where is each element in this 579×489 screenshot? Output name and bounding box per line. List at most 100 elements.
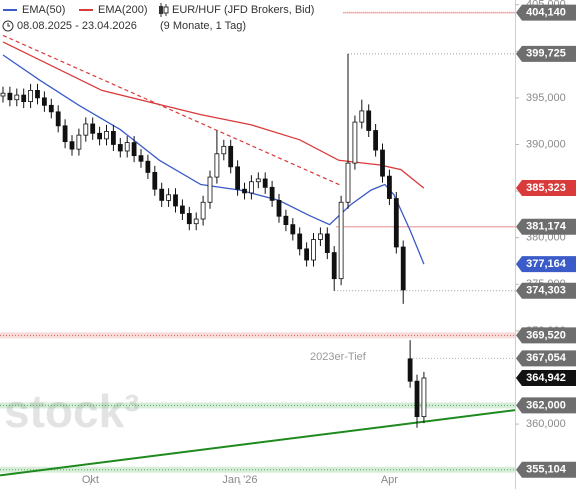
candle-body [138, 155, 144, 162]
candle-body [35, 90, 40, 99]
price-label: 374,303 [526, 285, 566, 297]
candle-body [421, 377, 427, 418]
candle-body [366, 110, 372, 131]
price-label: 377,164 [526, 258, 567, 270]
legend: EMA(50) EMA(200) EUR/HUF (JFD Brokers, B… [0, 0, 332, 35]
candle-body [41, 97, 47, 106]
candle-body [331, 252, 337, 280]
candle-body [221, 145, 227, 155]
price-label-box [516, 256, 576, 273]
candle-body [393, 198, 399, 248]
price-label: 385,323 [526, 182, 566, 194]
candle-body [152, 172, 158, 190]
trendline [2, 34, 342, 187]
price-label-box [516, 397, 576, 414]
candle-body [48, 104, 54, 113]
candle-body [380, 149, 385, 177]
level-band [0, 466, 515, 473]
watermark: stock³ [4, 385, 139, 437]
candle-body [62, 125, 68, 143]
price-label-box [516, 370, 576, 387]
candle-body [166, 194, 171, 201]
candle-body [124, 142, 130, 152]
candle-body [104, 131, 109, 140]
candle-body [159, 188, 165, 201]
candle-body [324, 233, 330, 253]
period: 08.08.2025 - 23.04.2026 [17, 20, 137, 32]
candle-body [290, 224, 296, 235]
candle-body [352, 121, 358, 164]
candle-body [131, 142, 137, 157]
candle-body [180, 205, 185, 214]
candle-body [269, 186, 275, 201]
level-band [0, 402, 515, 409]
icon [2, 20, 14, 32]
level-band [0, 332, 515, 339]
annotation: 2023er-Tief [310, 351, 367, 363]
range: (9 Monate, 1 Tag) [160, 20, 246, 32]
price-label: 399,725 [526, 48, 566, 60]
candle-body [276, 199, 282, 217]
candle-body [117, 144, 123, 152]
candle-body [207, 176, 213, 203]
legend-title: EUR/HUF (JFD Brokers, Bid) [172, 4, 314, 16]
price-label-box [516, 282, 576, 299]
icon [7, 23, 10, 27]
price-label-box [516, 180, 576, 197]
candle-body [186, 213, 192, 225]
legend-label: EMA(200) [98, 4, 148, 16]
candle-body [0, 92, 6, 97]
price-label-box [516, 327, 576, 344]
candle-body [145, 160, 151, 173]
candle-body [76, 134, 82, 150]
candle-body [110, 131, 116, 145]
candle-body [193, 218, 199, 225]
candle-body [338, 201, 344, 280]
candle-body [359, 110, 365, 123]
x-tick-label: Okt [82, 474, 99, 486]
candle-body [97, 132, 102, 140]
price-label: 355,104 [526, 464, 567, 476]
plot [0, 34, 516, 477]
price-label: 364,942 [526, 372, 566, 384]
candle-icon [159, 3, 169, 17]
price-label: 369,520 [526, 329, 566, 341]
price-label: 404,140 [526, 7, 566, 19]
candle-body [228, 145, 234, 168]
ema-line [2, 41, 425, 189]
price-label-box [516, 461, 576, 478]
price-label-box [516, 350, 576, 367]
candle-body [414, 380, 420, 418]
candle-body [262, 178, 268, 188]
candle-body [214, 153, 220, 178]
candle-body [14, 94, 20, 101]
y-tick-label: 390,000 [526, 138, 566, 150]
candle-body [311, 239, 316, 261]
candle-body [255, 178, 261, 183]
x-tick-label: Apr [381, 474, 398, 486]
price-labels: 404,140 399,725 381,174 374,303 369,520 367,0… [516, 4, 576, 478]
legend-label: EMA(50) [22, 4, 65, 16]
icon [163, 6, 169, 14]
y-tick-label: 360,000 [526, 418, 566, 430]
candle-body [90, 123, 96, 134]
candle-body [69, 141, 75, 150]
clock-icon [2, 20, 14, 32]
candle-body [235, 166, 241, 190]
candle-body [200, 201, 206, 220]
trendline [0, 409, 516, 477]
candle-body [297, 233, 303, 250]
candle-body [173, 194, 178, 207]
price-label: 381,174 [526, 221, 567, 233]
candle-body [318, 233, 323, 240]
price-label-box [516, 45, 576, 62]
candle-body [400, 246, 406, 291]
candle-body [373, 130, 379, 151]
candle-body [7, 92, 13, 101]
candle-body [83, 123, 89, 136]
candle-body [345, 162, 351, 203]
price-label: 362,000 [526, 399, 566, 411]
